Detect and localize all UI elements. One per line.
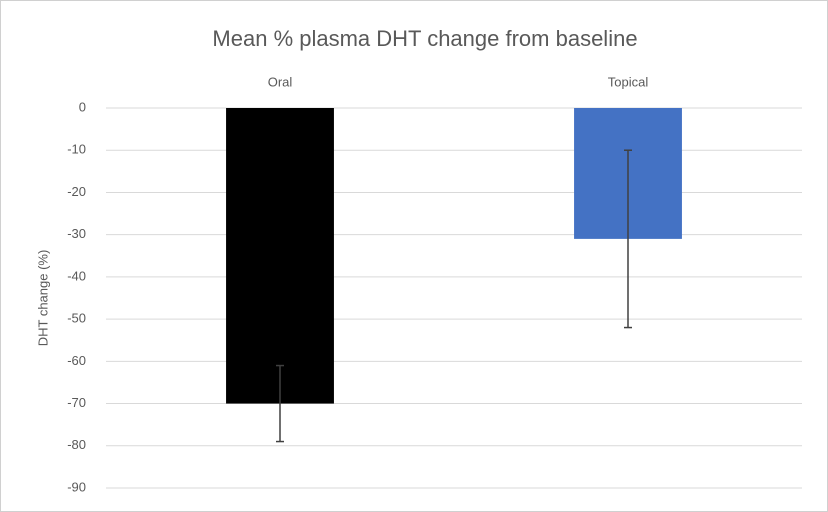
y-tick-label: -50 [67, 311, 86, 326]
y-tick-label: -10 [67, 142, 86, 157]
y-axis-label: DHT change (%) [35, 250, 50, 347]
y-tick-label: -80 [67, 437, 86, 452]
y-tick-label: -90 [67, 479, 86, 494]
x-tick-label: Topical [608, 74, 649, 89]
x-tick-label: Oral [268, 74, 293, 89]
y-tick-label: 0 [79, 99, 86, 114]
y-tick-label: -40 [67, 268, 86, 283]
bar [226, 108, 334, 404]
y-tick-label: -60 [67, 353, 86, 368]
y-tick-label: -70 [67, 395, 86, 410]
chart-title: Mean % plasma DHT change from baseline [212, 26, 637, 51]
y-tick-label: -30 [67, 226, 86, 241]
y-tick-label: -20 [67, 184, 86, 199]
